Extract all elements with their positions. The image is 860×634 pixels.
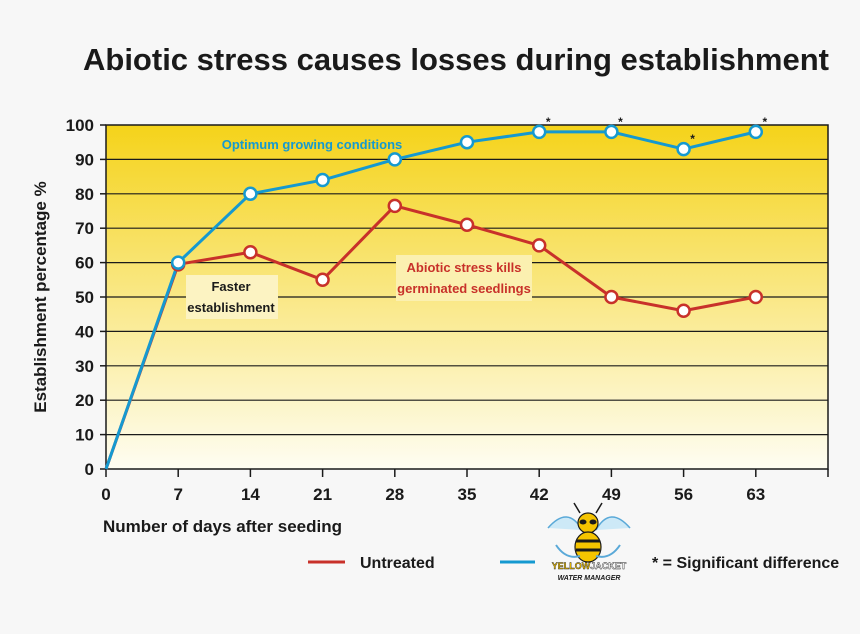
series-0-point-28	[387, 198, 403, 214]
y-axis-label: Establishment percentage %	[31, 181, 50, 412]
x-tick-label-49: 49	[602, 485, 621, 504]
y-tick-label-80: 80	[75, 185, 94, 204]
yellowjacket-logo: YELLOWJACKET WATER MANAGER	[547, 502, 631, 582]
series-1-point-14	[243, 186, 258, 202]
abiotic-annotation-line1: Abiotic stress kills	[407, 260, 522, 275]
significance-star-63: *	[762, 115, 767, 129]
optimum-annotation: Optimum growing conditions	[222, 137, 403, 152]
x-tick-label-14: 14	[241, 485, 260, 504]
series-0-point-63	[748, 289, 764, 305]
y-tick-label-70: 70	[75, 219, 94, 238]
x-tick-label-56: 56	[674, 485, 693, 504]
legend: Untreated * = Significant difference	[308, 555, 839, 572]
y-tick-label-90: 90	[75, 150, 94, 169]
significance-stars: * * * *	[546, 115, 768, 146]
series-1-point-35	[459, 134, 475, 150]
significance-star-42: *	[546, 115, 551, 129]
series-0-point-35	[459, 217, 475, 233]
logo-brand: YELLOWJACKET	[552, 561, 627, 571]
x-tick-label-7: 7	[173, 485, 182, 504]
faster-annotation-bg	[186, 275, 278, 319]
series-0-point-42	[531, 238, 547, 253]
series-1-point-7	[170, 255, 186, 270]
y-tick-label-60: 60	[75, 254, 94, 273]
faster-annotation-line2: establishment	[187, 300, 275, 315]
series-1-point-56	[676, 141, 691, 157]
series-1-point-42	[531, 124, 547, 140]
series-0-point-14	[243, 245, 258, 260]
x-axis-label: Number of days after seeding	[103, 517, 342, 536]
x-ticks: 0 7 14 21 28 35 42 49 56 63	[101, 469, 829, 504]
x-tick-label-21: 21	[313, 485, 332, 504]
y-tick-label-40: 40	[75, 322, 94, 341]
y-ticks: 0 10 20 30 40 50 60 70 80 90 100	[66, 116, 106, 479]
series-0-point-49	[604, 289, 619, 305]
x-tick-label-63: 63	[746, 485, 765, 504]
y-tick-label-100: 100	[66, 116, 94, 135]
x-tick-label-0: 0	[101, 485, 110, 504]
series-line-0	[104, 204, 757, 470]
x-tick-label-42: 42	[530, 485, 549, 504]
y-tick-label-0: 0	[85, 460, 94, 479]
logo-brand-part2: JACKET	[590, 561, 627, 571]
abiotic-annotation-bg	[396, 255, 532, 301]
series-0-point-21	[315, 272, 330, 288]
series-layer	[104, 124, 764, 470]
series-line-1	[104, 130, 757, 470]
logo-brand-part1: YELLOW	[552, 561, 591, 571]
y-tick-label-20: 20	[75, 391, 94, 410]
chart-title: Abiotic stress causes losses during esta…	[83, 42, 829, 77]
significance-star-49: *	[618, 115, 623, 129]
y-tick-label-50: 50	[75, 288, 94, 307]
faster-annotation-line1: Faster	[211, 279, 250, 294]
legend-untreated-label: Untreated	[360, 555, 435, 572]
bee-icon	[547, 502, 631, 563]
abiotic-annotation-line2: germinated seedlings	[397, 281, 531, 296]
series-1-point-49	[604, 124, 619, 140]
series-0-point-56	[676, 303, 691, 319]
y-tick-label-10: 10	[75, 426, 94, 445]
x-tick-label-35: 35	[458, 485, 477, 504]
series-1-point-21	[315, 172, 330, 188]
series-1-point-63	[748, 124, 764, 140]
significance-star-56: *	[690, 132, 695, 146]
x-tick-label-28: 28	[385, 485, 404, 504]
y-tick-label-30: 30	[75, 357, 94, 376]
series-1-point-28	[387, 152, 403, 167]
logo-tagline: WATER MANAGER	[558, 575, 621, 582]
legend-significance-label: * = Significant difference	[652, 555, 839, 572]
